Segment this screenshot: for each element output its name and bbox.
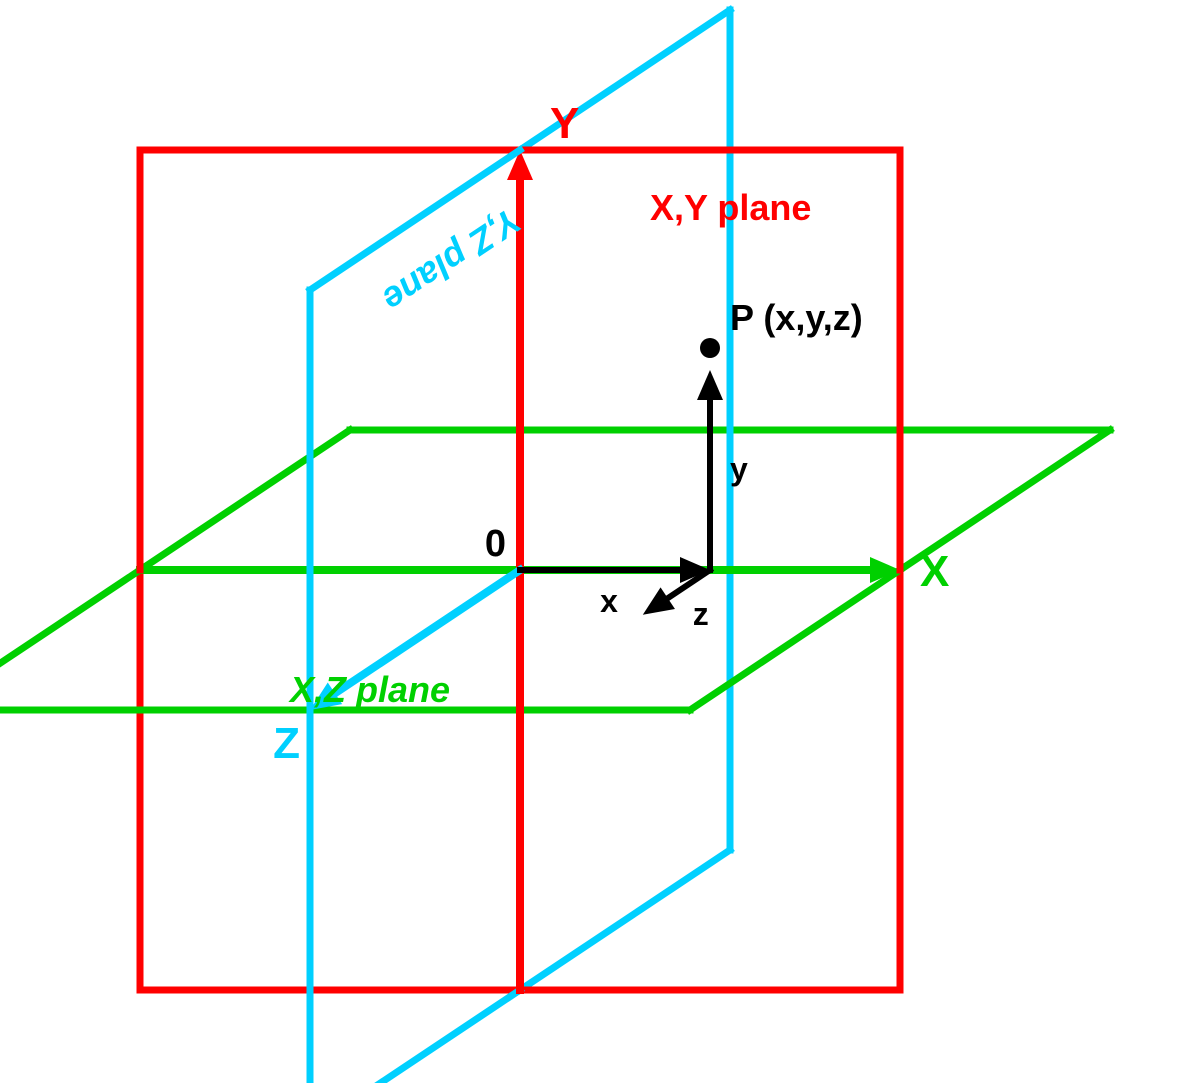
label-yz-plane: Y,Z plane bbox=[375, 200, 528, 321]
yz-plane-bottom-back bbox=[520, 850, 730, 990]
label-point-p: P (x,y,z) bbox=[730, 297, 863, 338]
label-coord-z: z bbox=[693, 596, 709, 632]
xz-plane-right-front bbox=[690, 570, 900, 710]
label-axis-x: X bbox=[920, 547, 949, 596]
yz-plane-bottom-front bbox=[310, 990, 520, 1083]
xz-plane-left-back bbox=[140, 430, 350, 570]
label-origin: 0 bbox=[485, 523, 506, 565]
coord-y-arrow bbox=[697, 370, 723, 400]
point-p-dot bbox=[700, 338, 720, 358]
label-xy-plane: X,Y plane bbox=[650, 187, 811, 228]
label-coord-y: y bbox=[730, 451, 748, 487]
coordinate-3d-diagram: Y X Z 0 X,Y plane Y,Z plane X,Z plane P (x,y,z)… bbox=[0, 0, 1200, 1083]
label-coord-x: x bbox=[600, 583, 618, 619]
label-axis-y: Y bbox=[550, 99, 579, 148]
xz-plane-left-front bbox=[0, 570, 140, 710]
label-xz-plane: X,Z plane bbox=[288, 669, 450, 710]
label-axis-z: Z bbox=[273, 719, 300, 768]
coord-z-arrow bbox=[643, 587, 675, 614]
